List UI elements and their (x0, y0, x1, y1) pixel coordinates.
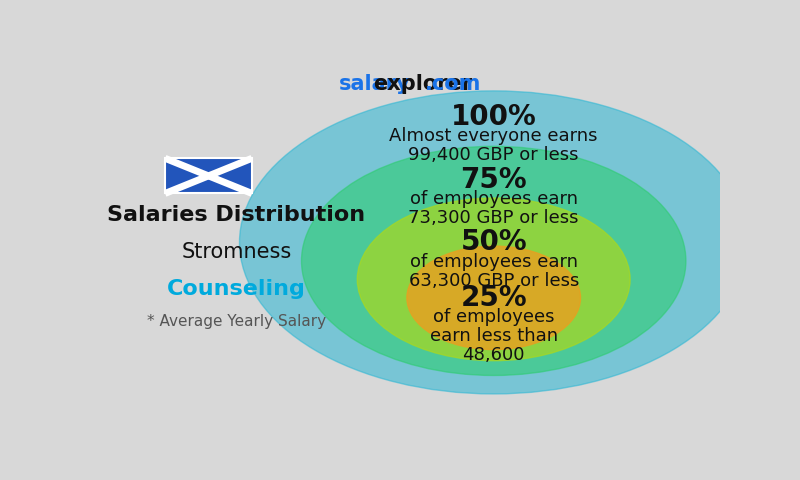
Text: 73,300 GBP or less: 73,300 GBP or less (409, 209, 579, 227)
Text: * Average Yearly Salary: * Average Yearly Salary (147, 314, 326, 329)
Text: 75%: 75% (460, 166, 527, 193)
Text: salary: salary (338, 74, 410, 94)
Text: of employees: of employees (433, 308, 554, 326)
Text: of employees earn: of employees earn (410, 252, 578, 271)
Text: 99,400 GBP or less: 99,400 GBP or less (409, 146, 579, 164)
Circle shape (407, 246, 581, 349)
Text: explorer: explorer (374, 74, 473, 94)
Circle shape (239, 91, 748, 394)
Text: of employees earn: of employees earn (410, 190, 578, 208)
Text: Salaries Distribution: Salaries Distribution (107, 204, 366, 225)
Circle shape (358, 198, 630, 360)
Circle shape (302, 146, 686, 375)
Bar (165, 158, 252, 193)
Text: 100%: 100% (451, 103, 537, 131)
Text: 25%: 25% (460, 284, 527, 312)
Text: 48,600: 48,600 (462, 347, 525, 364)
Text: .com: .com (425, 74, 482, 94)
Text: 50%: 50% (460, 228, 527, 256)
Text: Stromness: Stromness (182, 241, 291, 262)
Text: earn less than: earn less than (430, 327, 558, 345)
Text: 63,300 GBP or less: 63,300 GBP or less (409, 272, 579, 290)
Text: Almost everyone earns: Almost everyone earns (390, 127, 598, 145)
Text: Counseling: Counseling (167, 278, 306, 299)
